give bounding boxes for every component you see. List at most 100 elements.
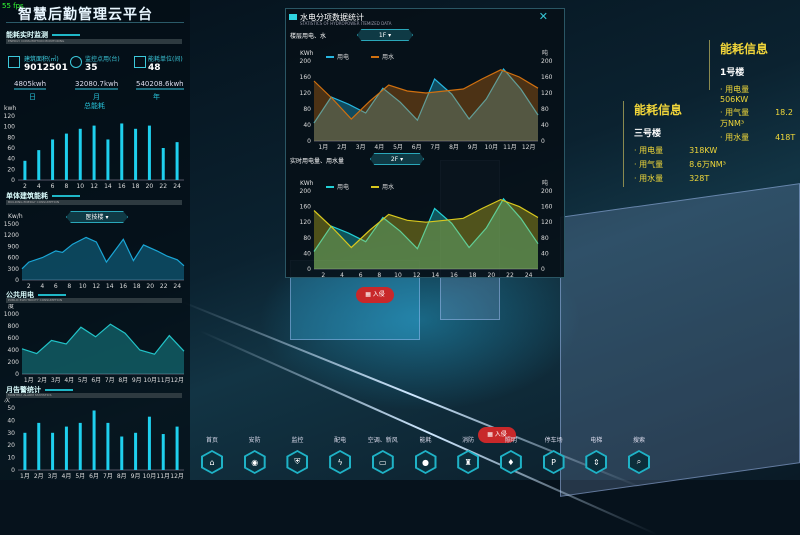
series-line <box>21 236 185 270</box>
nav-item-6[interactable]: 消防 ♜ <box>448 435 488 474</box>
y-tick-label: 0 <box>11 467 15 474</box>
nav-label: 首页 <box>205 437 218 444</box>
bar <box>78 128 82 180</box>
section-subtitle: ENERGY CONSUMPTION MONITORING <box>6 39 182 44</box>
series-line <box>313 67 539 124</box>
stat-area: 建筑面积(㎡) 9012501 <box>24 56 68 73</box>
x-tick-label: 18 <box>132 183 140 190</box>
y-tick-label: 1500 <box>4 221 19 228</box>
bar <box>106 139 110 180</box>
nav-label: 安防 <box>248 437 261 444</box>
day-label: 日 <box>29 93 36 101</box>
left-panel: 55 fps 智慧后勤管理云平台 能耗实时监测 ENERGY CONSUMPTI… <box>0 0 190 480</box>
nav-item-0[interactable]: 首页 ⌂ <box>192 435 232 474</box>
nav-item-4[interactable]: 空调、新风 ▭ <box>363 435 403 474</box>
y-tick-label: 120 <box>300 219 312 226</box>
x-tick-label: 16 <box>118 183 126 190</box>
y-tick-label-right: 160 <box>541 74 553 81</box>
bar <box>64 426 68 470</box>
day-energy: 4805kwh <box>14 80 47 90</box>
floor-selector-2[interactable]: 2F ▾ <box>370 153 424 165</box>
x-tick-label: 4月 <box>62 473 72 480</box>
floor-selector-1[interactable]: 1F ▾ <box>357 29 413 41</box>
nav-item-7[interactable]: 照明 ♦ <box>491 435 531 474</box>
bar <box>175 142 179 180</box>
series-line <box>313 69 539 120</box>
x-tick-label: 8月 <box>117 473 127 480</box>
bar <box>147 416 151 470</box>
section-subtitle: MONTHLY ALARM STATISTICS <box>6 393 182 398</box>
x-tick-label: 14 <box>432 272 440 279</box>
close-icon[interactable]: ✕ <box>538 10 548 23</box>
nav-item-1[interactable]: 安防 ◉ <box>235 435 275 474</box>
x-tick-label: 6 <box>54 283 58 290</box>
x-tick-label: 5月 <box>75 473 85 480</box>
y-tick-label: 120 <box>300 90 312 97</box>
x-tick-label: 4月 <box>374 144 384 151</box>
bar <box>92 125 96 180</box>
y-tick-label-right: 160 <box>541 204 553 211</box>
x-tick-label: 22 <box>159 183 167 190</box>
legend-label: 用水 <box>382 183 394 191</box>
nav-item-9[interactable]: 电梯 ⇕ <box>576 435 616 474</box>
x-tick-label: 20 <box>146 283 154 290</box>
nav-label: 消防 <box>462 437 475 444</box>
y-tick-label: 160 <box>300 204 312 211</box>
nav-item-5[interactable]: 能耗 ● <box>406 435 446 474</box>
x-tick-label: 2月 <box>337 144 347 151</box>
y-tick-label: 80 <box>303 235 311 242</box>
nav-label: 监控 <box>291 437 304 444</box>
nav-label: 能耗 <box>419 437 432 444</box>
info-panel-building-1: 能耗信息 1号楼 · 用电量506KW · 用气量 18.2万NM³ · 用水量 41… <box>709 40 800 142</box>
x-tick-label: 16 <box>119 283 127 290</box>
y-tick-label-right: 80 <box>541 235 549 242</box>
y-tick-label: 1000 <box>4 311 19 318</box>
air-conditioner-icon: ▭ <box>373 452 392 472</box>
building-selector[interactable]: 医技楼 ▾ <box>66 211 128 223</box>
x-tick-label: 24 <box>173 283 181 290</box>
elevator-icon: ⇕ <box>587 452 606 472</box>
x-tick-label: 6月 <box>91 377 101 384</box>
y-axis-label: 度 <box>8 304 14 310</box>
y-tick-label-right: 0 <box>541 138 545 145</box>
nav-item-8[interactable]: 停车场 P <box>534 435 574 474</box>
y-tick-label: 40 <box>303 122 311 129</box>
x-tick-label: 12 <box>413 272 421 279</box>
x-tick-label: 4 <box>37 183 41 190</box>
nav-item-3[interactable]: 配电 ϟ <box>320 435 360 474</box>
x-tick-label: 1月 <box>20 473 30 480</box>
info-panel-building-3: 能耗信息 三号楼 · 用电量 318KW · 用气量 8.6万NM³ · 用水量 328… <box>623 101 726 187</box>
y-tick-label: 160 <box>300 74 312 81</box>
bar <box>64 133 68 180</box>
y-tick-label: 300 <box>8 266 20 273</box>
x-tick-label: 10 <box>76 183 84 190</box>
drop-icon: ● <box>416 452 435 472</box>
intrusion-marker[interactable]: ▦ 入侵 <box>356 287 394 303</box>
series-line <box>21 323 185 355</box>
x-tick-label: 12 <box>92 283 100 290</box>
bar <box>37 422 41 470</box>
x-tick-label: 6 <box>51 183 55 190</box>
y-tick-label-right: 0 <box>541 266 545 273</box>
y-tick-label: 60 <box>7 145 15 152</box>
y-axis-label: KWh <box>300 180 314 187</box>
x-tick-label: 2 <box>321 272 325 279</box>
nav-item-10[interactable]: 搜索 ⌕ <box>619 435 659 474</box>
nav-label: 照明 <box>504 437 517 444</box>
y-tick-label: 0 <box>307 266 311 273</box>
y-tick-label: 40 <box>7 417 15 424</box>
y-tick-label: 600 <box>8 335 20 342</box>
section-subtitle: BUILDING ENERGY CONSUMPTION <box>6 200 182 205</box>
year-label: 年 <box>153 93 160 101</box>
section-label: 实时用电量、用水量 <box>290 158 345 165</box>
x-tick-label: 4 <box>40 283 44 290</box>
x-tick-label: 7月 <box>105 377 115 384</box>
x-tick-label: 14 <box>104 183 112 190</box>
y-tick-label-right: 120 <box>541 90 553 97</box>
intrusion-marker[interactable]: ▦ 入侵 <box>478 427 516 443</box>
nav-item-2[interactable]: 监控 ⛨ <box>277 435 317 474</box>
x-tick-label: 1月 <box>318 144 328 151</box>
